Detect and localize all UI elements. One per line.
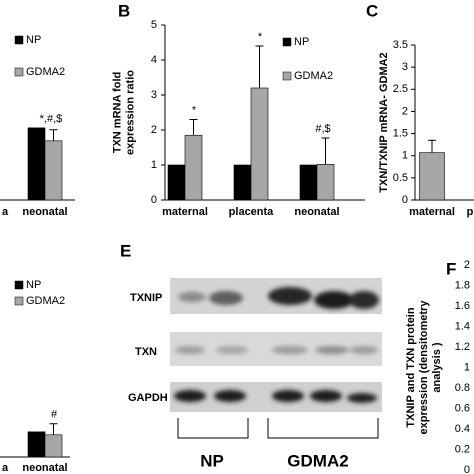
y-tick-label: 1.6 — [455, 300, 470, 312]
x-tick-label: neonatal — [294, 206, 339, 218]
y-tick-label: 0 — [464, 464, 470, 474]
panel-label: C — [366, 1, 378, 20]
y-axis-label: expression (densitometry — [418, 300, 430, 435]
legend-swatch — [282, 37, 292, 47]
y-tick-label: 3 — [151, 89, 157, 101]
y-tick-label: 3 — [402, 61, 408, 73]
error-bar — [49, 129, 58, 141]
y-tick-label: 1.8 — [455, 279, 470, 291]
group-label: NP — [200, 451, 224, 470]
bar — [419, 152, 445, 201]
y-tick-label: 2 — [464, 259, 470, 271]
blot-row-label: GAPDH — [128, 392, 168, 404]
error-bar — [255, 45, 264, 88]
annotation: *,#,$ — [40, 113, 63, 125]
legend-label: NP — [26, 279, 41, 291]
error-bar — [428, 139, 436, 153]
bar — [316, 164, 335, 201]
y-tick-label: 1.4 — [455, 320, 470, 332]
legend-label: GDMA2 — [26, 295, 65, 307]
y-tick-label: 0.2 — [455, 443, 470, 455]
blot-row-label: TXNIP — [130, 292, 162, 304]
y-tick-label: 3.5 — [393, 39, 408, 51]
y-tick-label: 2 — [402, 105, 408, 117]
bar — [184, 134, 203, 201]
panel-label: F — [446, 259, 456, 278]
legend-label: NP — [294, 36, 309, 48]
bar — [250, 87, 269, 201]
bar — [233, 164, 252, 201]
legend-swatch — [282, 71, 292, 81]
y-axis-label: TXNIP and TXN protein — [405, 307, 417, 427]
bar — [27, 431, 46, 458]
annotation: # — [51, 409, 58, 421]
error-bar — [321, 137, 330, 165]
legend-swatch — [14, 280, 24, 290]
x-tick-label: a — [2, 206, 9, 218]
y-axis-label: TXN/TXNIP mRNA- GDMA2 — [378, 52, 390, 192]
y-axis-label: analysis ) — [431, 342, 443, 392]
bar — [167, 164, 186, 201]
bar — [27, 127, 46, 201]
annotation: * — [258, 31, 263, 43]
y-tick-label: 1.5 — [393, 127, 408, 139]
legend-swatch — [14, 67, 24, 77]
legend-swatch — [14, 35, 24, 45]
western-blot — [170, 278, 382, 439]
blot-row-label: TXN — [135, 346, 157, 358]
x-tick-label: maternal — [162, 206, 208, 218]
y-tick-label: 5 — [151, 19, 157, 31]
annotation: * — [192, 104, 197, 116]
y-tick-label: 0.4 — [455, 423, 470, 435]
y-tick-label: 0.8 — [455, 382, 470, 394]
bar — [44, 434, 63, 458]
bar — [44, 140, 63, 201]
error-bar — [189, 119, 198, 136]
x-tick-label: neonatal — [22, 462, 67, 474]
y-tick-label: 0 — [402, 194, 408, 206]
annotation: #,$ — [315, 123, 330, 135]
x-tick-label: maternal — [409, 206, 455, 218]
legend-swatch — [14, 296, 24, 306]
y-tick-label: 2.5 — [393, 83, 408, 95]
x-tick-label: a — [2, 462, 9, 474]
panel-label: E — [120, 241, 131, 260]
y-tick-label: 0 — [151, 194, 157, 206]
y-tick-label: 4 — [151, 54, 157, 66]
legend-label: GDMA2 — [26, 66, 65, 78]
legend-label: GDMA2 — [294, 70, 333, 82]
group-label: GDMA2 — [287, 451, 348, 470]
y-tick-label: 1 — [151, 159, 157, 171]
y-tick-label: 0.5 — [393, 172, 408, 184]
legend-label: NP — [26, 34, 41, 46]
x-tick-label: placenta — [229, 206, 275, 218]
y-axis-label: TXN mRNA fold — [111, 72, 123, 153]
y-tick-label: 1 — [402, 150, 408, 162]
y-tick-label: 2 — [151, 124, 157, 136]
bar — [299, 164, 318, 201]
y-axis-label: expression ratio — [124, 70, 136, 155]
y-tick-label: 0.6 — [455, 402, 470, 414]
x-tick-label: neonatal — [22, 206, 67, 218]
error-bar — [49, 423, 58, 435]
y-tick-label: 1 — [464, 361, 470, 373]
y-tick-label: 1.2 — [455, 341, 470, 353]
panel-label: B — [118, 1, 130, 20]
x-tick-label: p — [467, 206, 474, 218]
